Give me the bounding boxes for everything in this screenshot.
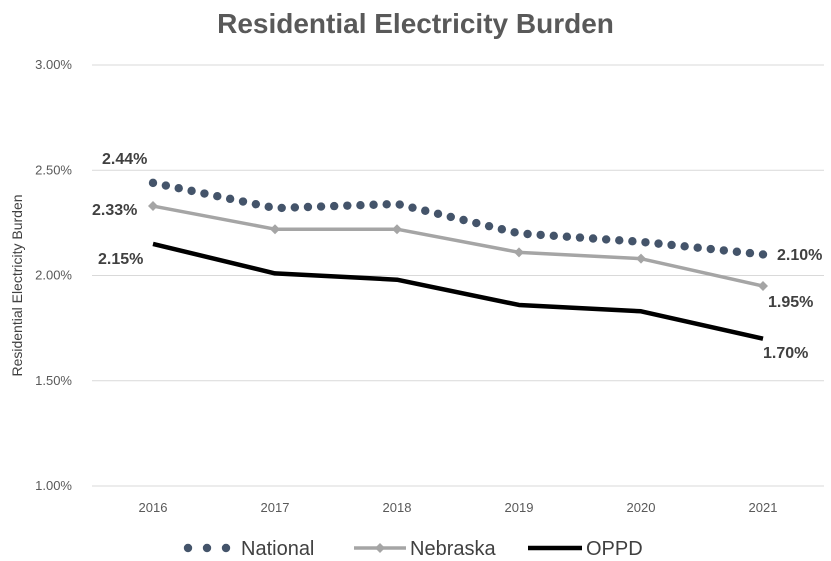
- data-label-national-2021: 2.10%: [777, 247, 822, 264]
- series-point-national: [615, 236, 624, 245]
- series-point-national: [277, 203, 286, 213]
- series-point-national: [588, 234, 598, 243]
- series-point-national: [329, 201, 339, 211]
- series-point-national: [706, 244, 715, 254]
- series-point-national: [343, 201, 352, 210]
- series-point-national: [264, 202, 273, 212]
- series-point-national: [732, 247, 742, 256]
- series-point-national: [290, 203, 300, 212]
- y-tick-label: 1.50%: [35, 373, 72, 388]
- y-tick-label: 1.00%: [35, 478, 72, 493]
- series-line-nebraska: [152, 204, 764, 288]
- series-point-national: [316, 202, 326, 211]
- x-tick-label: 2016: [139, 500, 168, 515]
- series-point-national: [575, 233, 585, 242]
- series-point-national: [303, 202, 313, 212]
- series-point-national: [628, 237, 637, 246]
- x-tick-label: 2018: [383, 500, 412, 515]
- y-tick-label: 2.00%: [35, 268, 72, 283]
- x-tick-label: 2020: [627, 500, 656, 515]
- series-point-national: [654, 239, 663, 248]
- x-tick-label: 2017: [261, 500, 290, 515]
- series-point-national: [459, 215, 468, 225]
- series-point-national: [497, 225, 507, 234]
- series-point-national: [641, 238, 650, 247]
- chart-title: Residential Electricity Burden: [217, 8, 614, 39]
- series-point-national: [719, 246, 729, 255]
- series-point-national: [238, 197, 248, 206]
- y-tick-label: 2.50%: [35, 162, 72, 177]
- data-label-nebraska-2021: 1.95%: [768, 294, 813, 311]
- series-point-national: [187, 186, 196, 196]
- series-point-national: [356, 200, 365, 210]
- series-point-national: [484, 221, 494, 231]
- series-point-nebraska: [148, 201, 158, 212]
- series-point-nebraska: [636, 253, 646, 264]
- legend-swatch-national: [221, 543, 231, 553]
- series-point-national: [523, 229, 532, 239]
- data-label-national-2016: 2.44%: [102, 151, 147, 168]
- series-point-national: [161, 181, 171, 190]
- series-point-national: [549, 231, 558, 241]
- data-label-oppd-2021: 1.70%: [763, 345, 808, 362]
- series-point-national: [382, 200, 391, 209]
- legend-label-national: National: [241, 538, 314, 560]
- series-point-national: [200, 189, 209, 198]
- legend-marker-nebraska: [375, 543, 385, 553]
- series-point-national: [601, 235, 611, 244]
- series-point-national: [213, 191, 222, 201]
- series-point-national: [174, 184, 183, 193]
- legend-label-oppd: OPPD: [586, 538, 643, 560]
- series-point-nebraska: [270, 224, 280, 235]
- legend-label-nebraska: Nebraska: [410, 538, 496, 560]
- series-point-national: [680, 242, 689, 251]
- series-point-national: [510, 228, 519, 237]
- series-point-national: [562, 232, 572, 241]
- y-axis-title: Residential Electricity Burden: [9, 194, 25, 376]
- series-point-national: [472, 218, 481, 228]
- y-tick-label: 3.00%: [35, 57, 72, 72]
- series-point-national: [395, 200, 404, 209]
- series-line-oppd: [152, 241, 764, 341]
- series-point-national: [408, 203, 417, 212]
- series-point-national: [745, 248, 755, 258]
- data-label-oppd-2016: 2.15%: [98, 251, 143, 268]
- series-point-nebraska: [392, 224, 402, 235]
- legend-swatch-national: [202, 543, 212, 553]
- legend-swatch-national: [183, 543, 193, 553]
- series-point-national: [536, 230, 545, 240]
- data-label-nebraska-2016: 2.33%: [92, 202, 137, 219]
- series-point-national: [667, 240, 676, 250]
- series-point-national: [433, 209, 443, 219]
- series-point-national: [251, 199, 261, 209]
- series-point-national: [446, 212, 455, 222]
- series-point-national: [421, 206, 430, 215]
- series-point-national: [369, 200, 378, 209]
- series-point-national: [225, 194, 235, 204]
- series-point-nebraska: [758, 281, 768, 292]
- series-point-national: [758, 250, 768, 259]
- series-point-nebraska: [514, 247, 524, 258]
- x-tick-label: 2021: [749, 500, 778, 515]
- x-tick-label: 2019: [505, 500, 534, 515]
- series-point-national: [148, 178, 158, 188]
- series-point-national: [693, 243, 702, 252]
